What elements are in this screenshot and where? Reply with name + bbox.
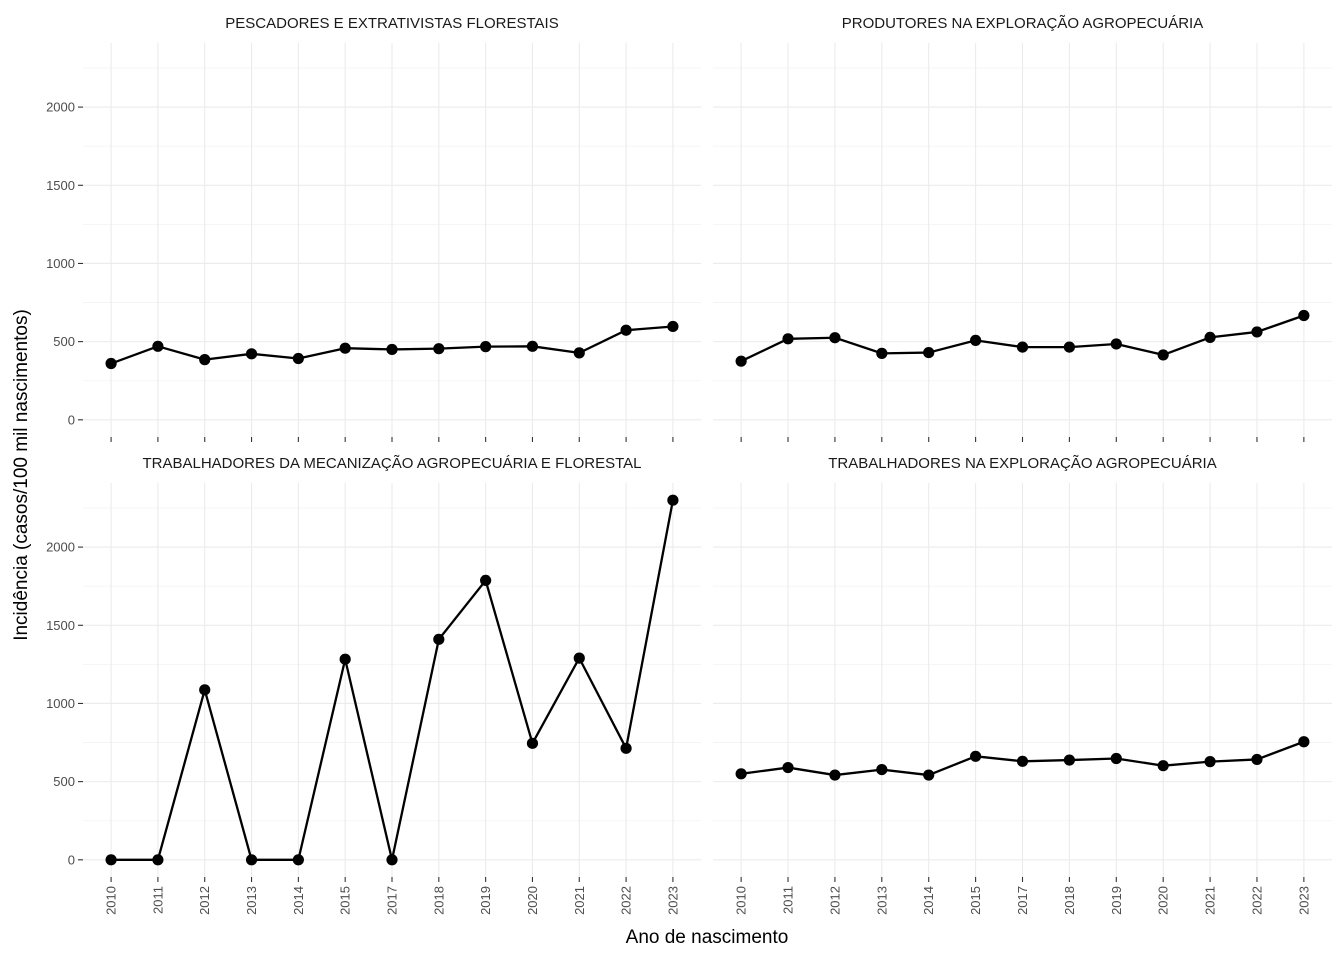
y-tick-label: 1000 (46, 256, 75, 271)
x-tick-label: 2020 (525, 886, 540, 915)
x-axis-title: Ano de nascimento (626, 927, 789, 948)
x-tick-label: 2013 (244, 886, 259, 915)
data-point (735, 355, 747, 367)
x-tick-label: 2014 (291, 886, 306, 915)
data-point (152, 340, 164, 352)
x-tick-label: 2018 (1062, 886, 1077, 915)
x-tick-label: 2019 (1109, 886, 1124, 915)
y-tick-label: 0 (68, 852, 75, 867)
data-point (152, 854, 164, 866)
data-point (876, 347, 888, 359)
data-point (245, 348, 258, 360)
data-point (526, 340, 539, 352)
x-tick-label: 2015 (338, 886, 353, 915)
data-point (1016, 755, 1029, 767)
data-point (1298, 736, 1310, 748)
data-point (433, 633, 445, 645)
data-point (573, 652, 585, 664)
facet-panel: PESCADORES E EXTRATIVISTAS FLORESTAIS 0 50… (46, 15, 701, 442)
x-tick-label: 2019 (478, 886, 493, 915)
facet-panel: TRABALHADORES NA EXPLORAÇÃO AGROPECUÁRIA… (713, 455, 1332, 915)
data-point (970, 334, 982, 346)
x-tick-label: 2012 (827, 886, 842, 915)
x-tick-label: 2020 (1156, 886, 1171, 915)
data-point (1298, 309, 1310, 322)
data-point (573, 347, 585, 359)
data-point (782, 761, 794, 774)
data-point (667, 320, 679, 333)
data-point (292, 352, 304, 365)
y-tick-label: 2000 (46, 100, 75, 115)
x-tick-label: 2011 (150, 886, 165, 914)
data-point (1251, 753, 1263, 766)
data-point (876, 763, 888, 776)
x-tick-label: 2017 (1015, 886, 1030, 915)
data-point (1110, 338, 1122, 350)
facet-title: TRABALHADORES NA EXPLORAÇÃO AGROPECUÁRIA (828, 455, 1216, 472)
x-tick-label: 2023 (665, 886, 680, 915)
data-point (433, 343, 445, 355)
x-tick-label: 2022 (1249, 886, 1264, 915)
data-point (339, 653, 351, 665)
facet-panel: TRABALHADORES DA MECANIZAÇÃO AGROPECUÁRI… (46, 455, 701, 915)
facet-title: PESCADORES E EXTRATIVISTAS FLORESTAIS (225, 15, 558, 32)
data-point (667, 494, 679, 506)
data-point (199, 684, 211, 696)
facet-title: TRABALHADORES DA MECANIZAÇÃO AGROPECUÁRI… (142, 455, 641, 472)
x-tick-label: 2017 (385, 886, 400, 915)
y-tick-label: 0 (68, 412, 75, 427)
x-tick-label: 2022 (619, 886, 634, 915)
data-point (923, 346, 935, 359)
data-point (105, 854, 117, 866)
data-point (339, 342, 351, 354)
y-tick-label: 1500 (46, 618, 75, 633)
data-point (386, 854, 398, 866)
x-tick-label: 2013 (874, 886, 889, 915)
data-point (829, 332, 841, 344)
y-tick-label: 1000 (46, 696, 75, 711)
data-point (199, 354, 211, 366)
x-tick-label: 2010 (734, 886, 749, 915)
data-point (386, 343, 398, 356)
data-point (735, 768, 747, 780)
y-tick-label: 1500 (46, 178, 75, 193)
facet-title: PRODUTORES NA EXPLORAÇÃO AGROPECUÁRIA (842, 15, 1203, 32)
x-tick-label: 2010 (104, 886, 119, 915)
data-point (620, 324, 632, 336)
data-point (782, 333, 794, 345)
data-point (1110, 752, 1122, 765)
data-point (1016, 341, 1029, 353)
x-tick-label: 2012 (197, 886, 212, 915)
data-point (1204, 756, 1216, 768)
data-point (1157, 349, 1169, 361)
data-point (526, 737, 539, 749)
data-point (923, 769, 935, 781)
data-point (829, 769, 841, 781)
x-tick-label: 2021 (1203, 886, 1218, 915)
data-point (1063, 341, 1075, 353)
y-tick-label: 500 (53, 774, 75, 789)
x-tick-label: 2021 (572, 886, 587, 915)
x-tick-label: 2011 (781, 886, 796, 914)
data-point (105, 357, 117, 370)
data-point (292, 854, 304, 866)
data-point (1251, 326, 1263, 338)
data-point (620, 742, 632, 754)
y-tick-label: 500 (53, 334, 75, 349)
y-tick-label: 2000 (46, 540, 75, 555)
y-axis-title: Incidência (casos/100 mil nascimentos) (11, 309, 32, 641)
data-point (480, 574, 492, 587)
data-point (245, 854, 258, 866)
data-point (1204, 331, 1216, 344)
x-tick-label: 2018 (431, 886, 446, 915)
data-point (1157, 760, 1169, 772)
x-tick-label: 2015 (968, 886, 983, 915)
x-tick-label: 2023 (1296, 886, 1311, 915)
x-tick-label: 2014 (921, 886, 936, 915)
data-point (970, 750, 982, 762)
facet-panel: PRODUTORES NA EXPLORAÇÃO AGROPECUÁRIA (713, 15, 1332, 442)
data-point (480, 341, 492, 353)
data-point (1063, 754, 1075, 766)
